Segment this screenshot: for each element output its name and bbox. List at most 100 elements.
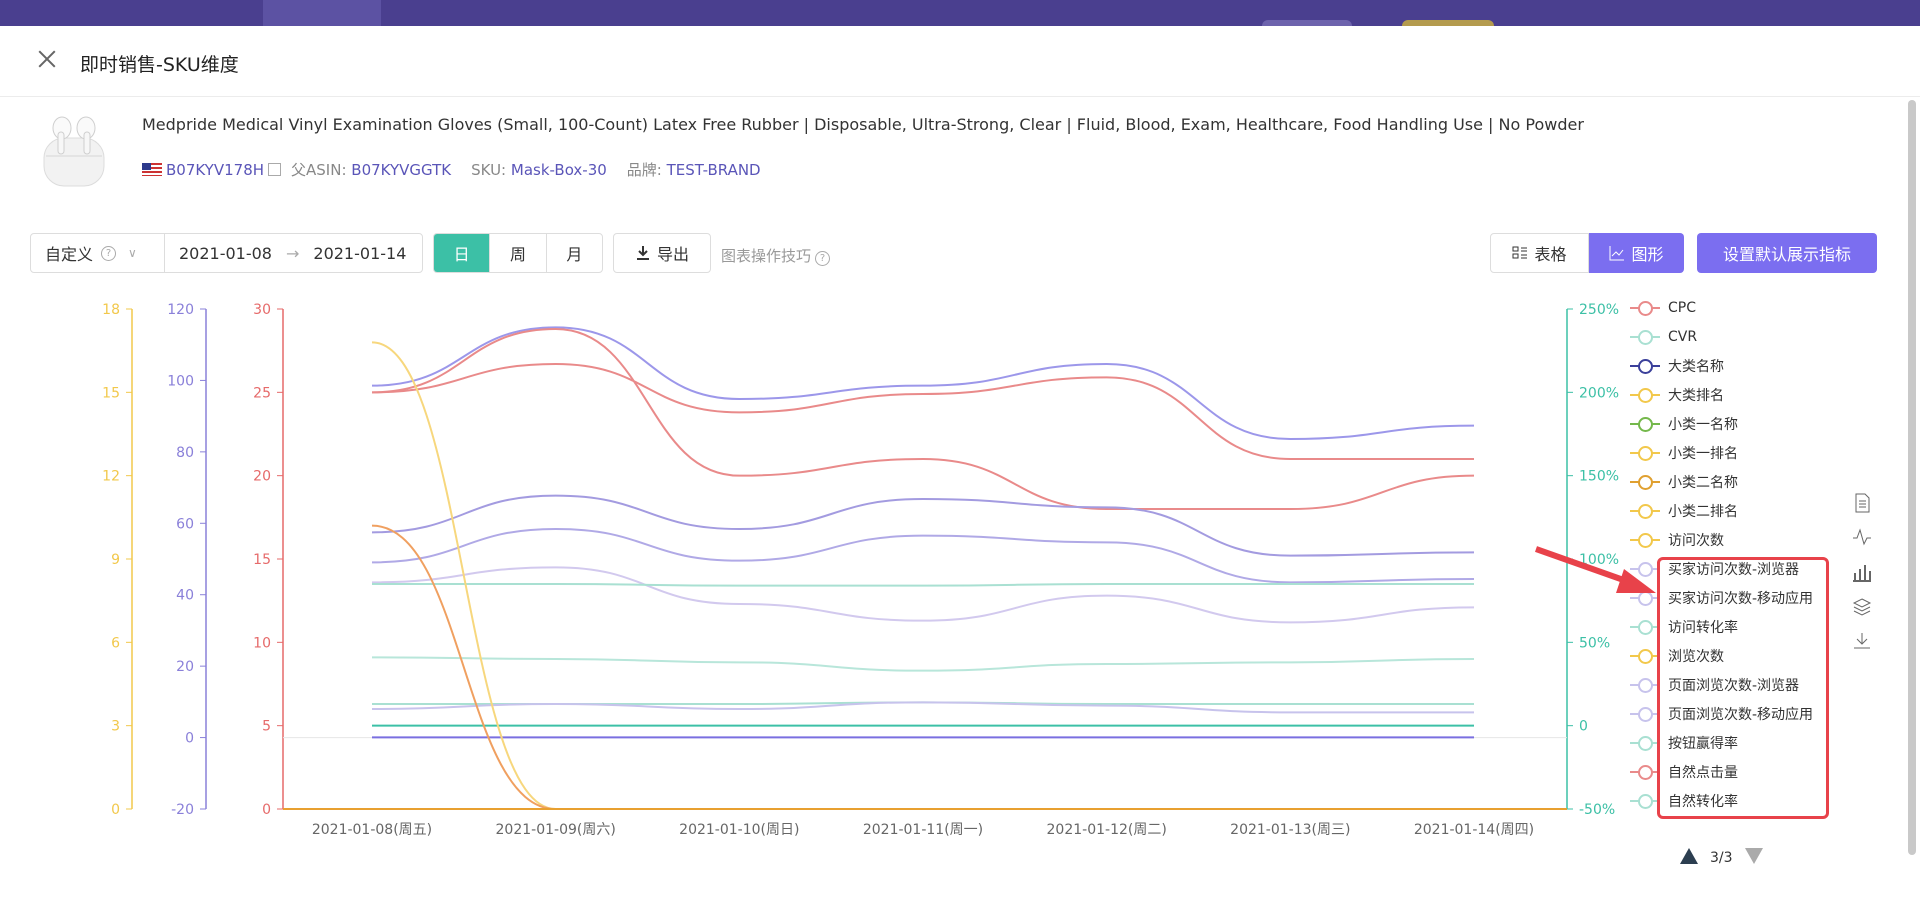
legend-marker-icon <box>1630 387 1660 403</box>
brand-label: 品牌: <box>626 161 662 179</box>
y-tick-label-a4: 200% <box>1579 385 1619 401</box>
legend-item[interactable]: 小类一名称 <box>1630 414 1738 434</box>
stack-icon[interactable] <box>1852 597 1872 617</box>
legend-marker-icon <box>1630 793 1660 809</box>
date-start-input[interactable]: 2021-01-08 <box>179 243 272 263</box>
range-type-select[interactable]: 自定义? ∨ <box>31 234 165 272</box>
sku-sales-modal: 即时销售-SKU维度 <box>0 26 1920 902</box>
legend-next-icon[interactable] <box>1744 848 1763 864</box>
sku-label: SKU: <box>471 161 507 179</box>
legend-marker-icon <box>1630 358 1660 374</box>
date-end-input[interactable]: 2021-01-14 <box>313 243 407 263</box>
legend-highlight-box <box>1657 557 1829 819</box>
legend-item-label: 按钮赢得率 <box>1668 736 1738 752</box>
brand-value: TEST-BRAND <box>666 161 761 179</box>
legend-marker-icon <box>1630 329 1660 345</box>
x-tick-label: 2021-01-08(周五) <box>312 822 432 838</box>
legend-item[interactable]: 页面浏览次数-浏览器 <box>1630 675 1799 695</box>
legend-marker-icon <box>1630 619 1660 635</box>
legend-item-label: 大类排名 <box>1668 388 1724 404</box>
y-tick-label-a4: 100% <box>1579 552 1619 568</box>
period-month-button[interactable]: 月 <box>566 245 583 264</box>
annotation-arrow <box>1534 546 1656 593</box>
legend-item-label: 页面浏览次数-浏览器 <box>1668 678 1800 694</box>
x-tick-label: 2021-01-10(周日) <box>679 822 799 838</box>
parent-asin-label: 父ASIN: <box>291 161 347 179</box>
y-tick-label-a4: 250% <box>1579 302 1619 318</box>
bar-switch-icon[interactable] <box>1852 562 1872 582</box>
legend-item-label: CVR <box>1668 329 1698 345</box>
legend-item[interactable]: 浏览次数 <box>1630 646 1724 666</box>
legend-item[interactable]: 小类二名称 <box>1630 472 1738 492</box>
external-link-icon[interactable] <box>268 163 282 176</box>
legend-item[interactable]: 访问转化率 <box>1630 617 1738 637</box>
legend-marker-icon <box>1630 474 1660 490</box>
series-line-7 <box>371 656 1475 672</box>
series-line-0 <box>371 326 1475 441</box>
legend-item[interactable]: 访问次数 <box>1630 530 1724 550</box>
y-tick-label-a1: 3 <box>111 719 120 735</box>
series-line-3 <box>371 494 1475 557</box>
legend-marker-icon <box>1630 532 1660 548</box>
legend-item-label: 小类二名称 <box>1668 475 1738 491</box>
chart-tips-label: 图表操作技巧 <box>721 247 812 265</box>
y-tick-label-a1: 12 <box>102 469 120 485</box>
legend-item-label: 小类二排名 <box>1668 504 1738 520</box>
legend-item-label: 浏览次数 <box>1668 649 1724 665</box>
legend-item-label: 小类一名称 <box>1668 417 1738 433</box>
legend-item[interactable]: 大类名称 <box>1630 356 1724 376</box>
chevron-down-icon: ∨ <box>128 246 137 260</box>
legend-item[interactable]: 大类排名 <box>1630 385 1724 405</box>
y-tick-label-a2: -20 <box>171 802 194 818</box>
series-line-1 <box>371 362 1474 461</box>
legend-item[interactable]: 小类一排名 <box>1630 443 1738 463</box>
sku-value: Mask-Box-30 <box>510 161 607 179</box>
legend-marker-icon <box>1630 590 1660 606</box>
legend-item[interactable]: CVR <box>1630 327 1697 347</box>
legend-marker-icon <box>1630 300 1660 316</box>
legend-item-label: 访问次数 <box>1668 533 1724 549</box>
legend-item[interactable]: CPC <box>1630 298 1696 318</box>
line-chart-icon <box>1609 246 1625 261</box>
legend-item[interactable]: 自然转化率 <box>1630 791 1738 811</box>
y-tick-label-a1: 6 <box>111 635 120 651</box>
graph-view-button[interactable]: 图形 <box>1589 233 1684 273</box>
asin-link[interactable]: B07KYV178H <box>166 161 265 179</box>
y-tick-label-a1: 9 <box>111 552 120 568</box>
export-button[interactable]: 导出 <box>613 233 711 273</box>
y-tick-label-a2: 20 <box>176 659 194 675</box>
series-line-5 <box>371 566 1475 624</box>
help-icon[interactable]: ? <box>101 245 117 261</box>
modal-scrollbar[interactable] <box>1908 100 1916 855</box>
x-tick-label: 2021-01-11(周一) <box>863 822 983 838</box>
legend-item[interactable]: 小类二排名 <box>1630 501 1738 521</box>
x-tick-label: 2021-01-12(周二) <box>1047 822 1167 838</box>
legend-prev-icon[interactable] <box>1680 848 1698 864</box>
x-tick-label: 2021-01-13(周三) <box>1230 822 1350 838</box>
legend-item[interactable]: 买家访问次数-浏览器 <box>1630 559 1799 579</box>
us-flag-icon <box>142 163 162 176</box>
top-nav-tab[interactable] <box>263 0 381 26</box>
series-line-4 <box>371 527 1475 584</box>
legend-item[interactable]: 买家访问次数-移动应用 <box>1630 588 1813 608</box>
legend-item-label: 小类一排名 <box>1668 446 1738 462</box>
period-day-button[interactable]: 日 <box>434 234 491 272</box>
period-week-button[interactable]: 周 <box>490 234 547 272</box>
export-label: 导出 <box>656 245 689 264</box>
default-metrics-button[interactable]: 设置默认展示指标 <box>1697 233 1877 273</box>
legend-marker-icon <box>1630 764 1660 780</box>
line-switch-icon[interactable] <box>1852 527 1872 547</box>
legend-item[interactable]: 按钮赢得率 <box>1630 733 1738 753</box>
y-tick-label-a4: -50% <box>1579 802 1615 818</box>
modal-header: 即时销售-SKU维度 <box>0 26 1920 97</box>
y-tick-label-a4: 0 <box>1579 719 1588 735</box>
chart-tips-link[interactable]: 图表操作技巧? <box>721 245 831 266</box>
save-image-icon[interactable] <box>1852 631 1872 651</box>
product-thumbnail <box>43 116 105 187</box>
data-view-icon[interactable] <box>1852 493 1872 513</box>
y-tick-label-a2: 80 <box>176 445 194 461</box>
table-view-button[interactable]: 表格 <box>1490 233 1589 273</box>
legend-item[interactable]: 自然点击量 <box>1630 762 1738 782</box>
legend-item[interactable]: 页面浏览次数-移动应用 <box>1630 704 1813 724</box>
y-tick-label-a2: 120 <box>167 302 194 318</box>
